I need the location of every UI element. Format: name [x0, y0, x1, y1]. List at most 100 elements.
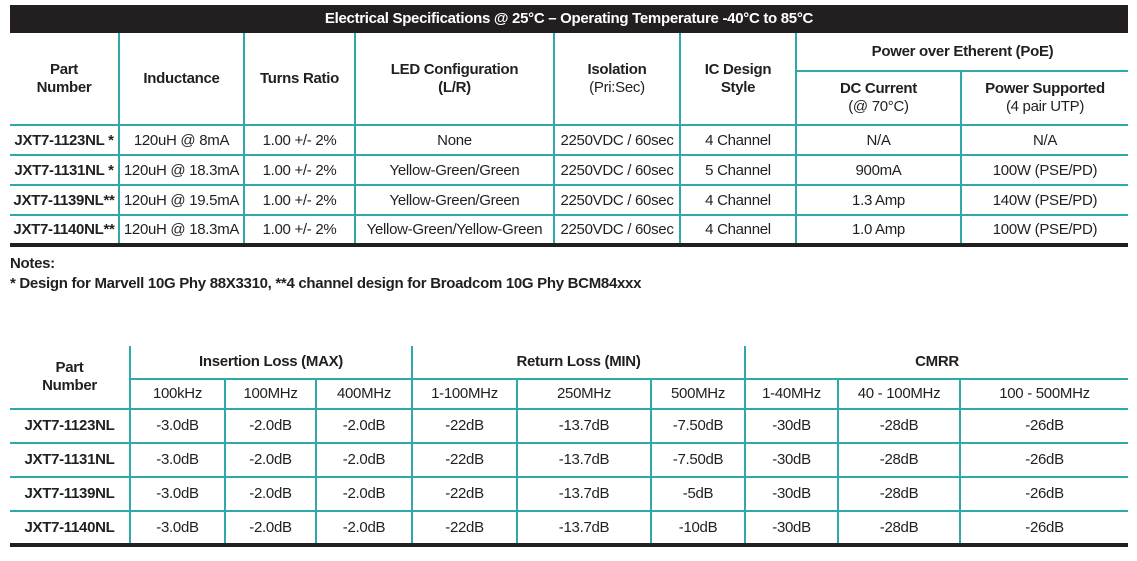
cell-dc-current: N/A — [795, 124, 962, 156]
cell-dc-current: 1.3 Amp — [795, 184, 962, 216]
col-header-400mhz: 400MHz — [314, 377, 414, 410]
cell-value: -2.0dB — [224, 441, 317, 478]
cell-value: -26dB — [959, 441, 1129, 478]
cell-value: -22dB — [411, 509, 519, 547]
cell-value: -7.50dB — [650, 407, 747, 444]
cell-value: -2.0dB — [224, 509, 317, 547]
col-group-header-insertion-loss: Insertion Loss (MAX) — [128, 345, 414, 380]
cell-value: -13.7dB — [516, 509, 653, 547]
cell-part-number: JXT7-1131NL — [10, 441, 131, 478]
cell-value: -2.0dB — [224, 407, 317, 444]
electrical-spec-table: Part Number Inductance Turns Ratio LED C… — [10, 33, 1128, 247]
cell-part-number: JXT7-1140NL** — [10, 214, 120, 247]
col-header-100khz: 100kHz — [130, 377, 226, 410]
cell-ic-design-style: 4 Channel — [679, 124, 797, 156]
header-line: (L/R) — [438, 78, 471, 96]
table-row: JXT7-1139NL** 120uH @ 19.5mA 1.00 +/- 2%… — [10, 184, 1128, 216]
cell-led-configuration: Yellow-Green/Green — [354, 154, 555, 186]
cell-value: -26dB — [959, 475, 1129, 512]
cell-part-number: JXT7-1140NL — [10, 509, 131, 547]
cell-value: -22dB — [411, 407, 519, 444]
notes-text: * Design for Marvell 10G Phy 88X3310, **… — [10, 275, 642, 293]
cell-power-supported: N/A — [960, 124, 1128, 156]
col-header-part-number: Part Number — [10, 33, 120, 126]
cell-isolation: 2250VDC / 60sec — [553, 124, 681, 156]
cell-value: -26dB — [959, 509, 1129, 547]
cell-value: -3.0dB — [129, 407, 226, 444]
cell-value: -10dB — [650, 509, 747, 547]
cell-value: -13.7dB — [516, 407, 653, 444]
cell-inductance: 120uH @ 8mA — [118, 124, 245, 156]
col-group-header-cmrr: CMRR — [744, 345, 1129, 380]
datasheet-page: Electrical Specifications @ 25°C – Opera… — [10, 5, 1129, 547]
col-group-header-poe: Power over Etherent (PoE) — [795, 33, 1128, 72]
col-header-led-configuration: LED Configuration (L/R) — [354, 33, 555, 126]
cell-turns-ratio: 1.00 +/- 2% — [243, 124, 356, 156]
col-header-100mhz: 100MHz — [224, 377, 317, 410]
cell-led-configuration: Yellow-Green/Green — [354, 184, 555, 216]
header-line: Power Supported — [985, 80, 1105, 97]
cell-ic-design-style: 4 Channel — [679, 214, 797, 247]
loss-cmrr-table: Part Number Insertion Loss (MAX) Return … — [10, 345, 1129, 547]
cell-value: -5dB — [650, 475, 747, 512]
header-line: (Pri:Sec) — [589, 78, 645, 96]
col-header-1-100mhz: 1-100MHz — [411, 377, 519, 410]
header-line: Style — [720, 78, 756, 96]
table-row: JXT7-1140NL -3.0dB -2.0dB -2.0dB -22dB -… — [10, 509, 1129, 547]
cell-power-supported: 140W (PSE/PD) — [960, 184, 1128, 216]
cell-value: -30dB — [744, 475, 840, 512]
col-header-500mhz: 500MHz — [650, 377, 747, 410]
header-line: Part — [55, 358, 84, 376]
cell-value: -7.50dB — [650, 441, 747, 478]
cell-value: -2.0dB — [314, 509, 414, 547]
cell-value: -28dB — [837, 509, 962, 547]
col-group-header-return-loss: Return Loss (MIN) — [411, 345, 747, 380]
notes-label: Notes: — [10, 255, 55, 272]
cell-turns-ratio: 1.00 +/- 2% — [243, 184, 356, 216]
header-line: DC Current — [839, 80, 917, 97]
cell-value: -13.7dB — [516, 441, 653, 478]
cell-value: -26dB — [959, 407, 1129, 444]
header-line: Turns Ratio — [260, 69, 339, 87]
cell-value: -3.0dB — [129, 441, 226, 478]
cell-turns-ratio: 1.00 +/- 2% — [243, 214, 356, 247]
cell-value: -3.0dB — [129, 475, 226, 512]
spec-table-title: Electrical Specifications @ 25°C – Opera… — [10, 5, 1128, 33]
header-line: IC Design — [704, 60, 772, 78]
table-row: JXT7-1131NL -3.0dB -2.0dB -2.0dB -22dB -… — [10, 441, 1129, 478]
table-row: JXT7-1131NL * 120uH @ 18.3mA 1.00 +/- 2%… — [10, 154, 1128, 186]
cell-isolation: 2250VDC / 60sec — [553, 154, 681, 186]
col-header-dc-current: DC Current (@ 70°C) — [796, 70, 962, 126]
cell-dc-current: 1.0 Amp — [795, 214, 962, 247]
cell-dc-current: 900mA — [795, 154, 962, 186]
cell-part-number: JXT7-1131NL * — [10, 154, 120, 186]
cell-part-number: JXT7-1139NL** — [10, 184, 120, 216]
notes-block: Notes: * Design for Marvell 10G Phy 88X3… — [10, 254, 1128, 295]
cell-value: -28dB — [837, 475, 962, 512]
cell-inductance: 120uH @ 18.3mA — [118, 214, 245, 247]
header-line: Isolation — [587, 60, 647, 78]
cell-part-number: JXT7-1123NL — [10, 407, 131, 444]
cell-inductance: 120uH @ 19.5mA — [118, 184, 245, 216]
cell-value: -22dB — [411, 475, 519, 512]
cell-value: -3.0dB — [129, 509, 226, 547]
col-header-100-500mhz: 100 - 500MHz — [959, 377, 1129, 410]
col-header-250mhz: 250MHz — [516, 377, 653, 410]
col-header-part-number: Part Number — [10, 345, 131, 410]
cell-value: -13.7dB — [516, 475, 653, 512]
col-header-ic-design-style: IC Design Style — [679, 33, 797, 126]
col-header-1-40mhz: 1-40MHz — [744, 377, 840, 410]
table-row: JXT7-1123NL -3.0dB -2.0dB -2.0dB -22dB -… — [10, 407, 1129, 444]
table-row: JXT7-1140NL** 120uH @ 18.3mA 1.00 +/- 2%… — [10, 214, 1128, 247]
cell-value: -2.0dB — [314, 407, 414, 444]
cell-value: -30dB — [744, 441, 840, 478]
cell-turns-ratio: 1.00 +/- 2% — [243, 154, 356, 186]
cell-ic-design-style: 4 Channel — [679, 184, 797, 216]
header-line: LED Configuration — [390, 60, 519, 78]
table-row: JXT7-1123NL * 120uH @ 8mA 1.00 +/- 2% No… — [10, 124, 1128, 156]
cell-value: -30dB — [744, 407, 840, 444]
header-line: Number — [36, 78, 92, 96]
cell-value: -30dB — [744, 509, 840, 547]
cell-isolation: 2250VDC / 60sec — [553, 184, 681, 216]
cell-led-configuration: Yellow-Green/Yellow-Green — [354, 214, 555, 247]
